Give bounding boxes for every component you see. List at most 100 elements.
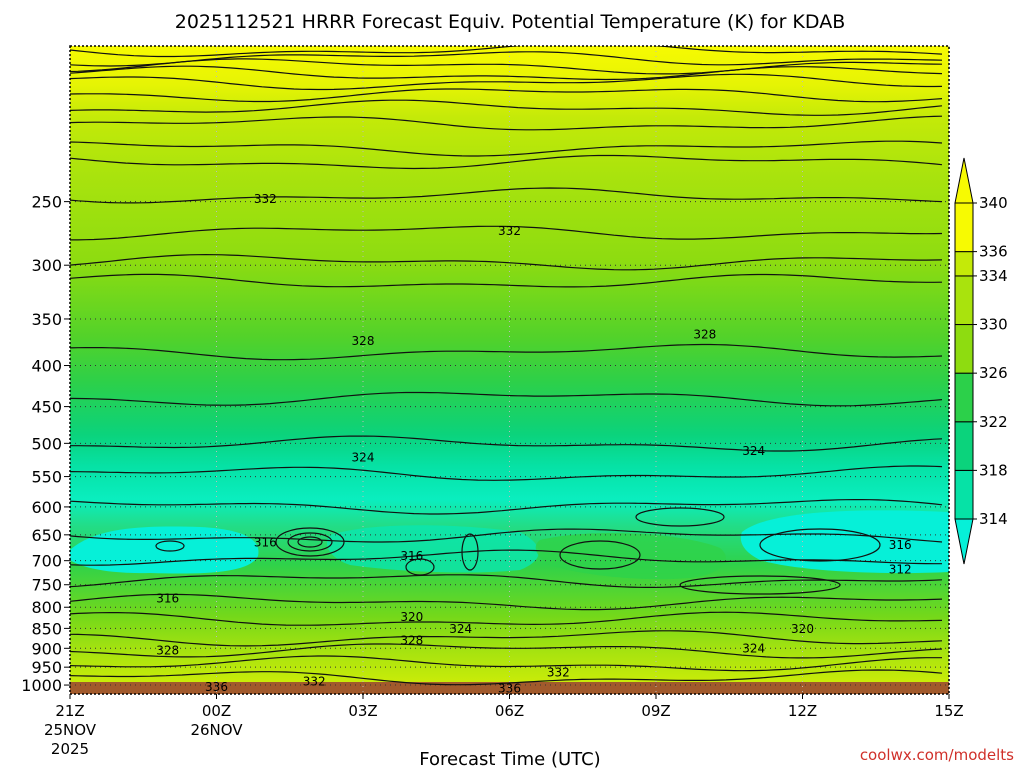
contour-label: 328 <box>693 328 716 342</box>
contour-label: 320 <box>791 622 814 636</box>
contour-label: 312 <box>889 563 912 577</box>
y-tick-label: 600 <box>31 498 62 517</box>
contour-line <box>70 435 943 452</box>
contour-line <box>70 154 943 170</box>
contour-labels: 332 332 328 328 324 324 316 316 316 312 316 320 320 3… <box>156 192 912 696</box>
contour-closed <box>287 532 333 552</box>
contour-line <box>70 273 943 288</box>
colorbar-label: 322 <box>979 413 1008 431</box>
contour-line <box>70 225 943 241</box>
contour-line <box>70 115 943 131</box>
x-tick-label: 09Z <box>641 702 670 720</box>
y-tick-label: 550 <box>31 468 62 487</box>
contour-label: 316 <box>156 591 179 605</box>
contour-closed <box>635 507 725 527</box>
plot-area: 332 332 328 328 324 324 316 316 316 312 316 320 320 3… <box>69 45 950 696</box>
contour-label: 336 <box>498 682 521 696</box>
contour-closed <box>405 558 435 576</box>
contour-line <box>70 391 943 407</box>
contour-line <box>70 343 943 361</box>
contour-label: 324 <box>742 641 765 655</box>
contour-label: 332 <box>498 224 521 238</box>
contour-line <box>70 58 943 75</box>
colorbar-label: 340 <box>979 194 1008 212</box>
contour-line <box>70 187 943 204</box>
contour-label: 328 <box>400 633 423 647</box>
colorbar-segment <box>954 372 974 423</box>
contour-closed <box>679 575 841 595</box>
x-tick-label: 21Z <box>55 702 84 720</box>
colorbar-extend-bottom <box>954 518 974 565</box>
contour-line <box>70 99 943 116</box>
contour-label: 320 <box>400 610 423 624</box>
contour-line <box>70 643 943 659</box>
contour-label: 316 <box>400 549 423 563</box>
contour-closed <box>461 533 479 571</box>
y-tick-label: 1000 <box>21 676 62 695</box>
contour-line <box>70 499 943 515</box>
contour-line <box>70 611 943 626</box>
x-tick-label: 03Z <box>348 702 377 720</box>
contour-line <box>70 51 943 67</box>
colorbar-segment <box>954 251 974 277</box>
y-tick-label: 750 <box>31 576 62 595</box>
y-tick-label: 450 <box>31 398 62 417</box>
y-axis: 2503003504004505005506006507007508008509… <box>21 193 70 695</box>
contour-closed <box>275 527 345 557</box>
contour-line <box>70 65 943 81</box>
contour-line <box>70 593 943 611</box>
contour-line <box>70 73 943 91</box>
contour-label: 336 <box>205 680 228 694</box>
contour-line <box>70 669 943 686</box>
x-axis-label: Forecast Time (UTC) <box>419 749 600 768</box>
colorbar-extend-top <box>954 157 974 204</box>
contour-line <box>70 140 943 157</box>
contour-line <box>70 88 943 103</box>
colorbar-label: 318 <box>979 461 1008 479</box>
y-tick-label: 850 <box>31 619 62 638</box>
y-tick-label: 350 <box>31 310 62 329</box>
colorbar-label: 314 <box>979 510 1008 528</box>
contour-line <box>70 465 943 481</box>
x-tick-label: 12Z <box>788 702 817 720</box>
ground-strip <box>70 682 949 694</box>
y-tick-label: 800 <box>31 598 62 617</box>
x-tick-label: 2025 <box>51 740 89 758</box>
contours <box>70 46 943 686</box>
contour-closed <box>155 540 185 552</box>
contour-label: 324 <box>742 444 765 458</box>
colorbar-segment <box>954 421 974 471</box>
colorbar-label: 336 <box>979 243 1008 261</box>
y-tick-label: 500 <box>31 434 62 453</box>
contour-closed <box>759 528 881 562</box>
colorbar-label: 326 <box>979 364 1008 382</box>
contour-label: 332 <box>303 675 326 689</box>
colorbar-segment <box>954 275 974 326</box>
contour-label: 332 <box>254 192 277 206</box>
y-tick-label: 400 <box>31 357 62 376</box>
contour-label: 328 <box>156 644 179 658</box>
y-tick-label: 700 <box>31 552 62 571</box>
colorbar-label: 334 <box>979 267 1008 285</box>
contour-line <box>70 655 942 672</box>
colorbar-segment <box>954 469 974 520</box>
y-tick-label: 300 <box>31 256 62 275</box>
colorbar-segment <box>954 324 974 374</box>
contour-line <box>70 574 943 588</box>
y-tick-label: 900 <box>31 639 62 658</box>
plot-frame <box>69 45 950 695</box>
contour-closed <box>559 540 641 570</box>
colorbar-segment <box>954 202 974 253</box>
x-tick-label: 06Z <box>495 702 524 720</box>
x-tick-label: 26NOV <box>190 721 243 739</box>
contour-line <box>70 46 943 58</box>
colorbar-label: 330 <box>979 316 1008 334</box>
cyan-zone-right <box>740 510 949 574</box>
x-tick-label: 15Z <box>934 702 963 720</box>
contour-label: 316 <box>889 538 912 552</box>
x-tick-label: 00Z <box>202 702 231 720</box>
contour-line <box>70 253 943 271</box>
colorbar: 314 318 322 326 330 334 336 340 <box>954 157 1008 565</box>
